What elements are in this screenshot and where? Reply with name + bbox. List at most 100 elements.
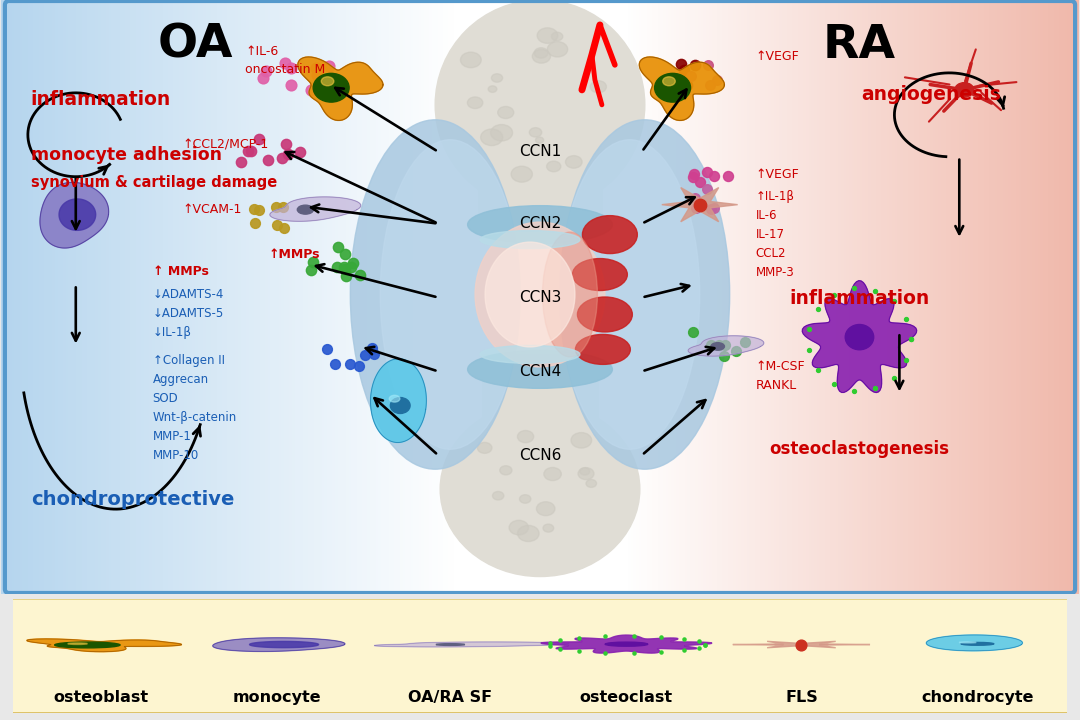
Bar <box>904 0 907 594</box>
Bar <box>958 0 961 594</box>
Bar <box>879 0 883 594</box>
Ellipse shape <box>535 48 548 58</box>
Bar <box>1071 0 1075 594</box>
Bar <box>416 0 420 594</box>
Bar <box>79 0 83 594</box>
Bar <box>985 0 988 594</box>
Bar <box>922 0 927 594</box>
Bar <box>454 0 458 594</box>
Text: ↓IL-1β: ↓IL-1β <box>152 326 191 339</box>
Bar <box>77 0 80 594</box>
Text: CCN6: CCN6 <box>518 448 562 463</box>
Point <box>685 326 702 338</box>
Point <box>625 631 643 642</box>
Bar <box>761 0 765 594</box>
Bar <box>799 0 802 594</box>
Bar <box>427 0 431 594</box>
Point <box>688 202 705 214</box>
Point <box>356 350 374 361</box>
Bar <box>821 0 824 594</box>
Text: CCN3: CCN3 <box>518 290 562 305</box>
Bar <box>241 0 244 594</box>
Bar <box>127 0 132 594</box>
Bar <box>731 0 735 594</box>
Bar <box>982 0 986 594</box>
Point <box>676 644 693 656</box>
Ellipse shape <box>390 397 410 413</box>
Bar <box>1017 0 1021 594</box>
Bar <box>909 0 913 594</box>
Bar <box>232 0 237 594</box>
Bar <box>28 0 31 594</box>
Bar <box>275 0 280 594</box>
Bar <box>419 0 422 594</box>
Bar <box>729 0 732 594</box>
Ellipse shape <box>441 402 639 577</box>
Bar <box>141 0 145 594</box>
Bar <box>906 0 910 594</box>
Bar <box>516 0 519 594</box>
Bar <box>912 0 916 594</box>
Bar <box>815 0 819 594</box>
Bar <box>482 354 598 474</box>
Bar <box>9 0 13 594</box>
Bar <box>737 0 741 594</box>
Bar <box>300 0 303 594</box>
Bar <box>756 0 759 594</box>
Ellipse shape <box>517 431 534 443</box>
Bar <box>853 0 856 594</box>
Bar <box>545 0 549 594</box>
Bar <box>414 0 417 594</box>
Bar <box>333 0 336 594</box>
Bar <box>136 0 139 594</box>
Bar <box>758 0 762 594</box>
Bar <box>457 0 460 594</box>
Bar <box>397 0 401 594</box>
Bar <box>230 0 233 594</box>
Bar <box>1020 0 1024 594</box>
Point <box>686 192 703 203</box>
Bar <box>605 0 608 594</box>
Bar <box>114 0 118 594</box>
Bar <box>221 0 226 594</box>
Bar <box>313 0 318 594</box>
Polygon shape <box>688 336 764 356</box>
Bar <box>319 0 323 594</box>
Bar <box>529 0 532 594</box>
Point <box>708 75 726 86</box>
Point <box>341 358 359 369</box>
Ellipse shape <box>481 129 502 145</box>
Bar <box>248 0 253 594</box>
Bar <box>686 0 689 594</box>
Bar <box>475 0 480 594</box>
Point <box>702 204 719 215</box>
Bar <box>637 0 640 594</box>
Point <box>310 69 327 81</box>
Bar <box>915 0 918 594</box>
Bar <box>780 0 784 594</box>
Bar <box>855 0 859 594</box>
FancyBboxPatch shape <box>0 598 1080 714</box>
Bar <box>643 0 646 594</box>
Bar <box>370 0 374 594</box>
Ellipse shape <box>576 334 631 364</box>
Point <box>691 199 708 210</box>
Point <box>259 154 276 166</box>
Ellipse shape <box>435 0 645 210</box>
Bar <box>338 0 341 594</box>
Point <box>551 634 568 646</box>
Bar <box>111 0 116 594</box>
Bar <box>1047 0 1051 594</box>
Bar <box>920 0 923 594</box>
Point <box>696 639 713 650</box>
Point <box>676 633 693 644</box>
Bar <box>462 0 465 594</box>
Bar <box>505 0 509 594</box>
Point <box>280 148 297 160</box>
Bar <box>176 0 179 594</box>
Bar <box>84 0 89 594</box>
Text: synovium & cartilage damage: synovium & cartilage damage <box>31 175 278 190</box>
Bar <box>254 0 258 594</box>
Point <box>699 60 716 71</box>
Bar <box>486 0 490 594</box>
